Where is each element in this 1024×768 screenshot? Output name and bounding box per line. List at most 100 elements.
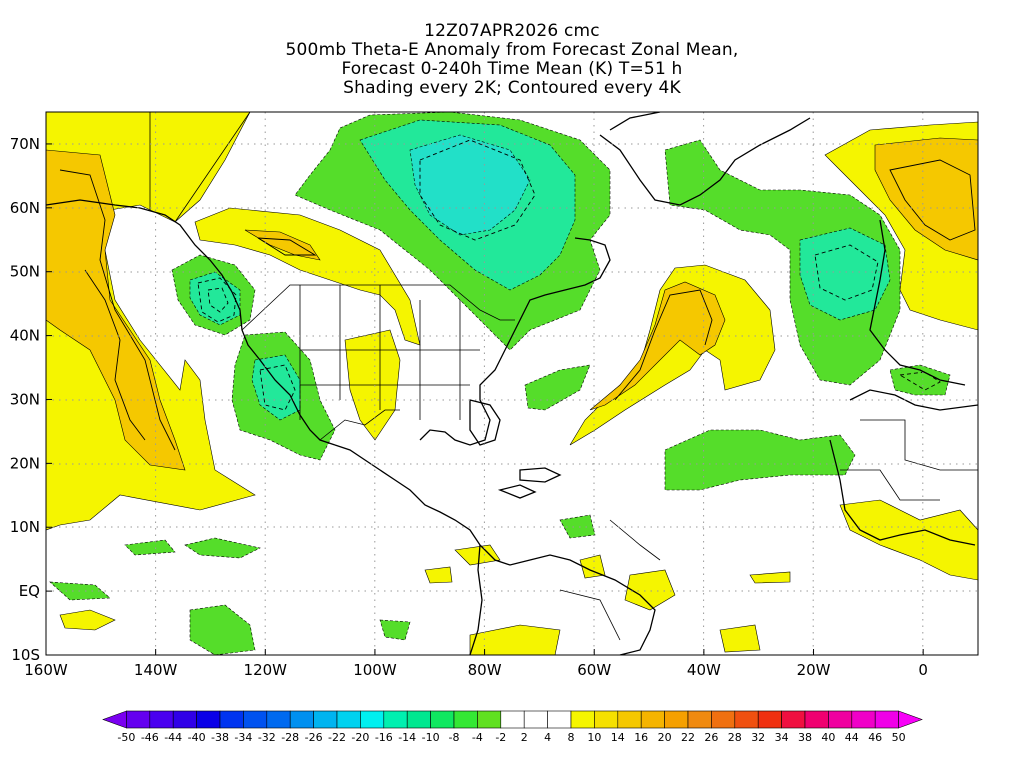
lon-tick-label: 40W: [687, 661, 721, 679]
colorbar-label: -22: [328, 731, 346, 744]
colorbar-cell: [453, 710, 478, 729]
contours-positive: [59, 159, 976, 451]
colorbar-label: 28: [728, 731, 742, 744]
shade-tropical-yellow-6: [719, 624, 761, 653]
colorbar-cell: [734, 710, 759, 729]
colorbar-label: -40: [188, 731, 206, 744]
colorbar-cell: [313, 710, 338, 729]
lat-tick-label: 50N: [10, 263, 40, 281]
shade-tropical-yellow-8: [749, 571, 791, 584]
colorbar-label: 16: [634, 731, 648, 744]
lat-tick-label: 10S: [11, 646, 40, 664]
map-plot-area: [46, 112, 978, 655]
colorbar-cell: [594, 710, 619, 729]
colorbar-cell: [196, 710, 221, 729]
lon-tick-label: 60W: [577, 661, 611, 679]
colorbar-cell: [640, 710, 665, 729]
colorbar-cell: [102, 710, 127, 729]
shade-baja-mint: [251, 354, 301, 421]
colorbar-label: -16: [375, 731, 393, 744]
shade-tropical-green-4: [189, 604, 256, 655]
title-line-4: Shading every 2K; Contoured every 4K: [343, 78, 681, 98]
shade-tropical-green-2: [184, 537, 261, 559]
lon-tick-label: 140W: [134, 661, 178, 679]
colorbar-label: -20: [351, 731, 369, 744]
shade-tropical-yellow-7: [839, 499, 978, 581]
title-line-2: 500mb Theta-E Anomaly from Forecast Zona…: [285, 40, 739, 60]
colorbar-cell: [851, 710, 876, 729]
lat-tick-label: 10N: [10, 518, 40, 536]
shade-western-us: [194, 207, 421, 346]
shade-tropical-green-1: [124, 539, 176, 556]
shade-western-us-orange: [244, 229, 321, 261]
colorbar-label: 10: [587, 731, 601, 744]
colorbar-label: -34: [234, 731, 252, 744]
latitude-axis: 70N 60N 50N 40N 30N 20N 10N EQ 10S: [10, 135, 52, 664]
colorbar-cell: [874, 710, 899, 729]
colorbar-label: -28: [281, 731, 299, 744]
colorbar-cell: [500, 710, 525, 729]
colorbar-cell: [523, 710, 548, 729]
shade-tropical-yellow-9: [579, 554, 606, 579]
colorbar-label: 8: [568, 731, 575, 744]
colorbar-label: 22: [681, 731, 695, 744]
shade-tropical-yellow-5: [624, 569, 676, 611]
colorbar-cell: [477, 710, 502, 729]
colorbar-cell: [711, 710, 736, 729]
colorbar-cell: [757, 710, 782, 729]
colorbar-label: -14: [398, 731, 416, 744]
colorbar-cell: [219, 710, 244, 729]
colorbar-label: -32: [258, 731, 276, 744]
colorbar-cell: [289, 710, 314, 729]
colorbar-label: 14: [611, 731, 625, 744]
colorbar-cell: [126, 710, 151, 729]
colorbar-label: 40: [821, 731, 835, 744]
colorbar-label: -44: [164, 731, 182, 744]
colorbar-label: 32: [751, 731, 765, 744]
colorbar-label: -8: [449, 731, 460, 744]
political-borders: [149, 112, 978, 641]
lon-tick-label: 80W: [468, 661, 502, 679]
lon-tick-label: 160W: [24, 661, 68, 679]
title-line-1: 12Z07APR2026 cmc: [424, 21, 600, 41]
lon-tick-label: 120W: [244, 661, 288, 679]
colorbar-label: 50: [892, 731, 906, 744]
colorbar-cell: [266, 710, 291, 729]
colorbar-label: 26: [704, 731, 718, 744]
shade-mediterranean-green: [889, 364, 951, 396]
colorbar-label: 46: [868, 731, 882, 744]
colorbar-cell: [406, 710, 431, 729]
colorbar-label: -26: [305, 731, 323, 744]
colorbar-cell: [430, 710, 455, 729]
lon-tick-label: 100W: [353, 661, 397, 679]
shade-tropical-green-6: [559, 514, 596, 539]
lat-tick-label: 40N: [10, 327, 40, 345]
shade-tropical-yellow-4: [469, 624, 561, 655]
contours-negative: [197, 139, 941, 411]
colorbar-cell: [804, 710, 829, 729]
colorbar-label: -38: [211, 731, 229, 744]
colorbar-cell: [383, 710, 408, 729]
title-block: 12Z07APR2026 cmc 500mb Theta-E Anomaly f…: [0, 22, 1024, 98]
shade-atlantic-tropic-green: [664, 429, 856, 491]
shade-tropical-yellow-2: [424, 566, 453, 584]
colorbar-label: 38: [798, 731, 812, 744]
shade-atlantic-green-band: [664, 139, 901, 386]
colorbar-label: -2: [495, 731, 506, 744]
colorbar-label: 20: [658, 731, 672, 744]
colorbar-label: 44: [845, 731, 859, 744]
lon-tick-label: 0: [918, 661, 928, 679]
shade-atlantic-mint: [799, 227, 891, 321]
shade-tropical-yellow-3: [454, 544, 501, 566]
shade-europe-orange: [874, 137, 978, 261]
colorbar-cell: [172, 710, 197, 729]
shade-tropical-green-5: [379, 619, 411, 641]
shade-atlantic-subtropic-green: [524, 364, 591, 411]
colorbar-label: -4: [472, 731, 483, 744]
lat-tick-label: 20N: [10, 454, 40, 472]
shade-canada-aqua: [409, 134, 531, 236]
colorbar-cell: [570, 710, 595, 729]
colorbar-cell: [243, 710, 268, 729]
colorbar: -50 -46 -44 -40 -38 -34 -32 -28 -26 -22 -20 -16 -14-…: [102, 710, 923, 744]
